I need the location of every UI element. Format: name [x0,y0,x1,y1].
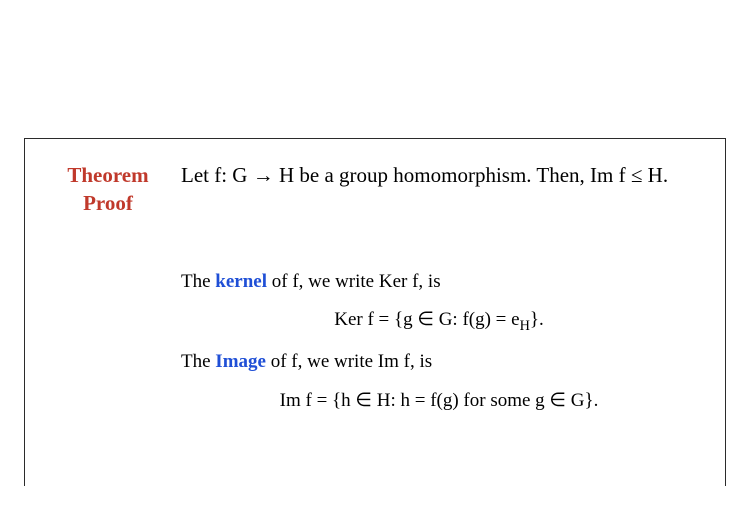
side-labels: Theorem Proof [53,161,163,218]
theorem-header: Theorem Proof Let f: G → H be a group ho… [53,161,697,218]
kernel-eq-post: }. [530,309,544,330]
theorem-label: Theorem [53,161,163,189]
kernel-intro: The kernel of f, we write Ker f, is [181,266,697,298]
image-intro-post: of f, we write Im f, is [266,351,432,372]
kernel-eq-sub: H [520,318,530,334]
image-intro: The Image of f, we write Im f, is [181,346,697,378]
kernel-intro-pre: The [181,271,215,292]
image-term: Image [215,351,266,372]
kernel-term: kernel [215,271,267,292]
kernel-equation: Ker f = {g ∈ G: f(g) = eH}. [181,304,697,336]
image-equation: Im f = {h ∈ H: h = f(g) for some g ∈ G}. [181,385,697,417]
image-intro-pre: The [181,351,215,372]
statement-suffix: H be a group homomorphism. Then, Im f ≤ … [274,163,668,187]
arrow-icon: → [253,163,274,187]
theorem-statement: Let f: G → H be a group homomorphism. Th… [181,161,697,189]
kernel-eq-pre: Ker f = {g ∈ G: f(g) = e [334,309,519,330]
statement-prefix: Let f: G [181,163,253,187]
page: Theorem Proof Let f: G → H be a group ho… [0,0,750,510]
kernel-intro-post: of f, we write Ker f, is [267,271,441,292]
content-frame: Theorem Proof Let f: G → H be a group ho… [24,138,726,486]
proof-label: Proof [53,189,163,217]
definitions-block: The kernel of f, we write Ker f, is Ker … [181,266,697,417]
